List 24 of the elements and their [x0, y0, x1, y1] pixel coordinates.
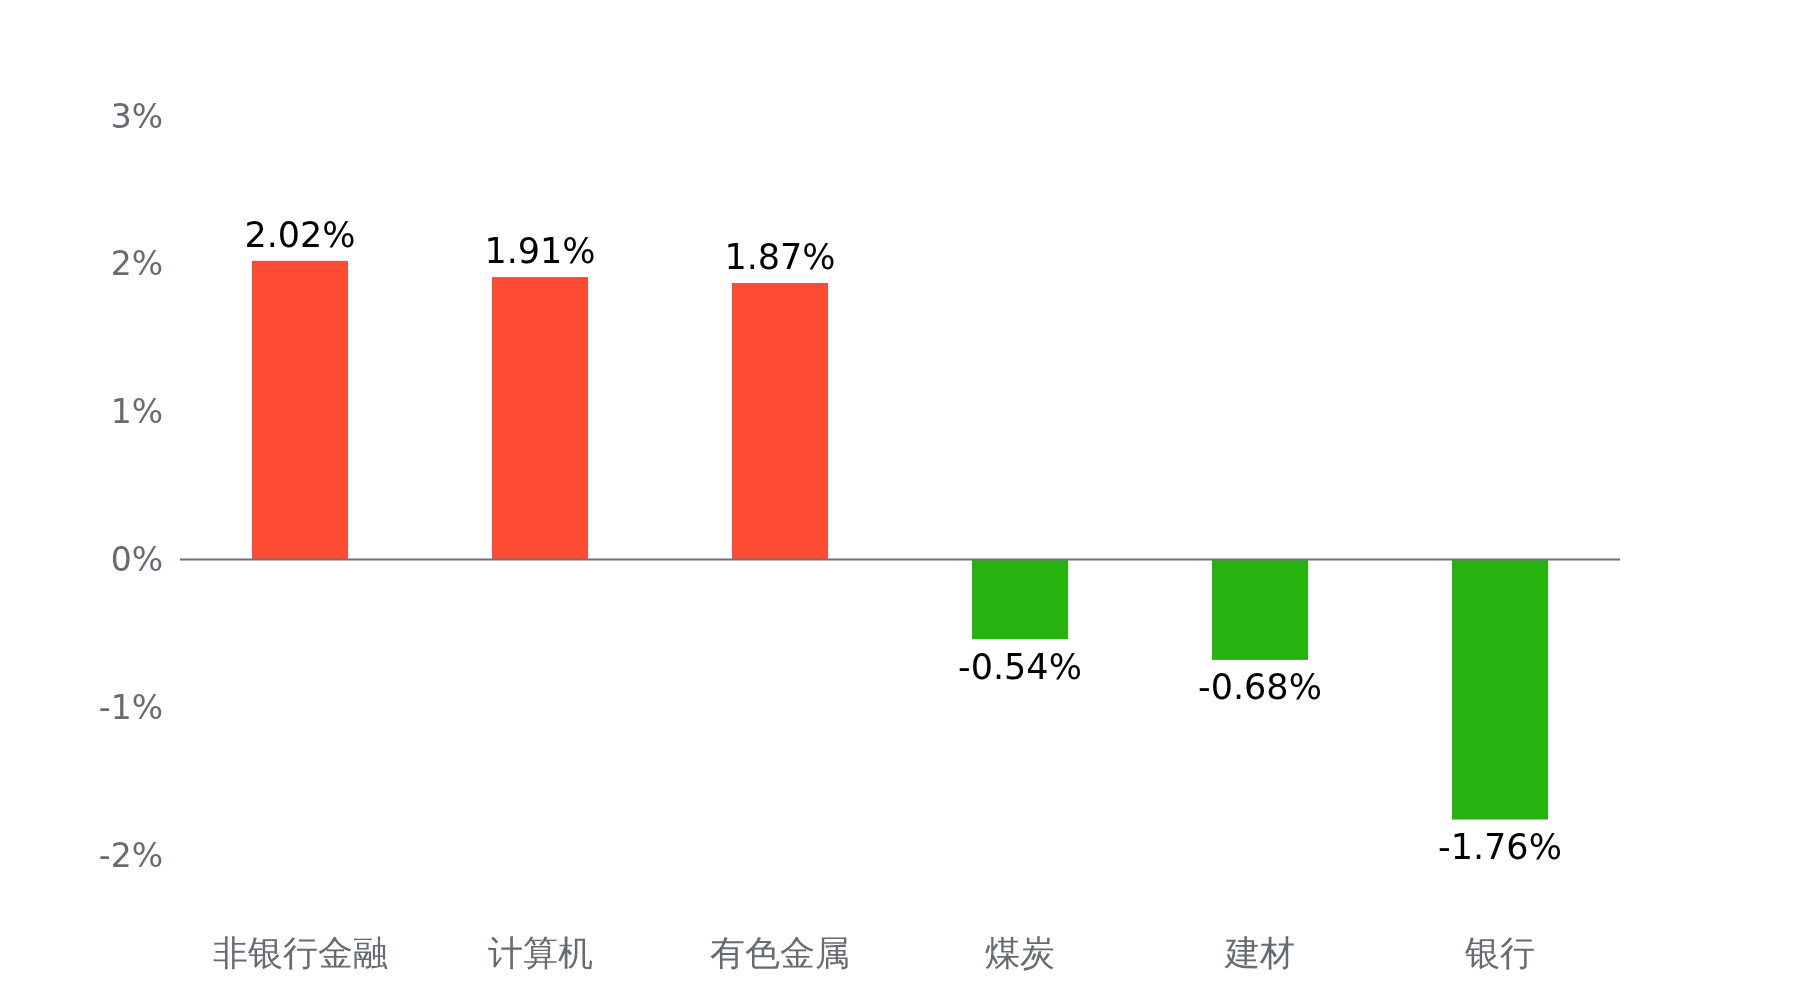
- x-tick-label: 有色金属: [710, 933, 850, 973]
- bar: [972, 559, 1068, 640]
- data-label: 2.02%: [244, 214, 356, 255]
- y-tick-label: 1%: [110, 392, 163, 432]
- y-tick-label: 3%: [110, 96, 163, 136]
- y-tick-label: 2%: [110, 244, 163, 284]
- y-tick-label: 0%: [110, 539, 163, 579]
- x-tick-label: 煤炭: [985, 933, 1055, 973]
- bar: [492, 277, 588, 560]
- bar: [1452, 559, 1548, 820]
- data-label: -0.54%: [958, 646, 1082, 687]
- y-tick-label: -2%: [98, 835, 163, 875]
- x-tick-label: 建材: [1224, 933, 1295, 973]
- x-tick-label: 银行: [1464, 933, 1535, 973]
- bar: [1212, 559, 1308, 660]
- data-label: 1.91%: [484, 231, 596, 272]
- data-label: -1.76%: [1438, 827, 1562, 868]
- x-tick-label: 计算机: [487, 933, 593, 973]
- y-tick-label: -1%: [98, 687, 163, 727]
- x-tick-label: 非银行金融: [212, 933, 388, 973]
- data-label: -0.68%: [1198, 667, 1322, 708]
- bar: [252, 260, 348, 560]
- data-label: 1.87%: [724, 237, 836, 278]
- bar: [732, 283, 828, 560]
